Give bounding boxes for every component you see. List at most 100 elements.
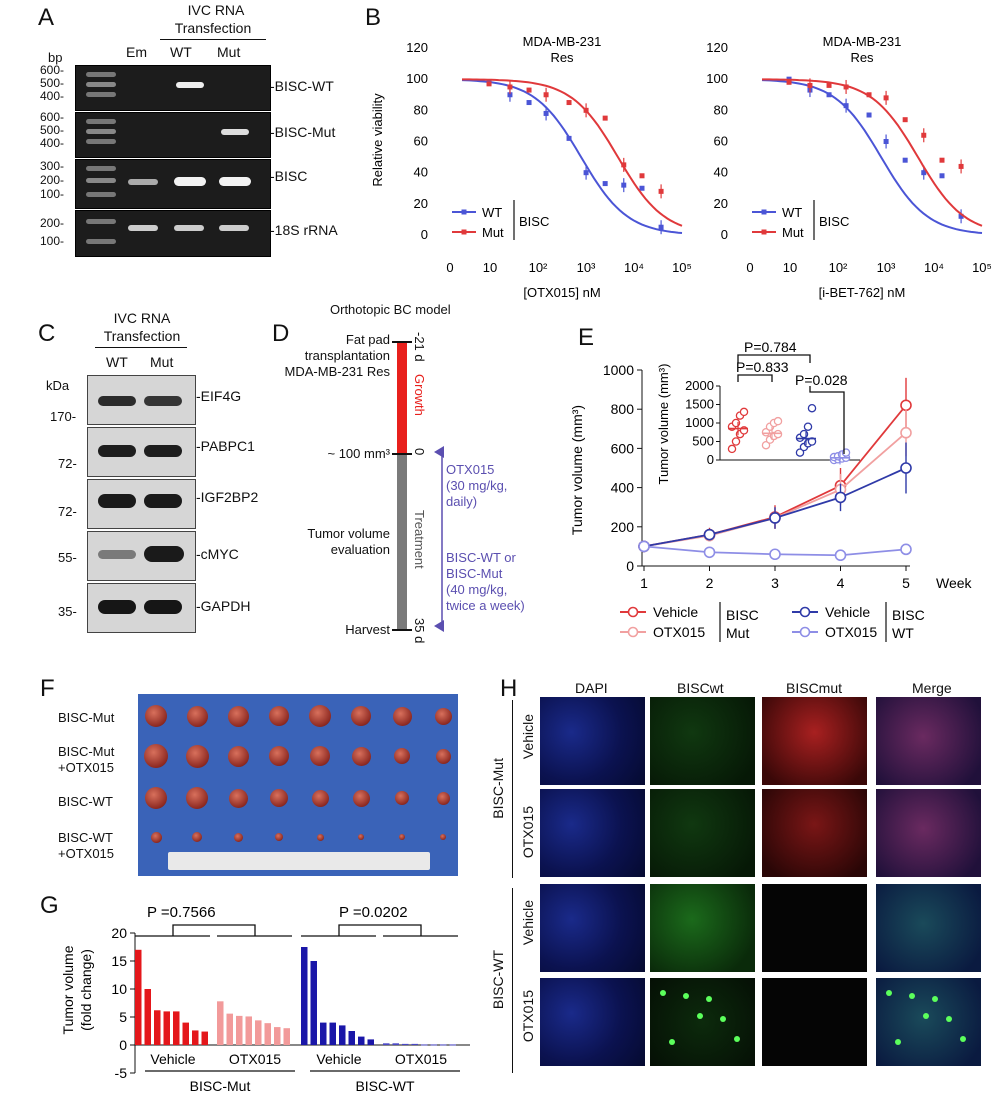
g-y-label-l2: (fold change) [78, 949, 94, 1031]
b-legend-mut-marker [761, 229, 767, 235]
e-x-tick-label: 4 [837, 575, 845, 591]
tumor-specimen [145, 787, 167, 809]
b-data-point-mut [486, 81, 492, 87]
b-data-point-mut [526, 87, 532, 93]
b-x-tick-label: 10³ [877, 260, 896, 275]
e-y-tick-label: 1000 [603, 362, 634, 378]
h-green-signal [923, 1013, 929, 1019]
e-y-label: Tumor volume (mm³) [569, 405, 585, 535]
tumor-specimen [270, 789, 288, 807]
g-bar [201, 1031, 208, 1045]
e-p1: P=0.784 [744, 339, 797, 355]
gel2-label: -BISC-Mut [270, 124, 336, 140]
tumor-specimen [358, 834, 364, 840]
e-data-point [703, 528, 716, 541]
blot-gapdh-tick: 35- [58, 604, 77, 619]
tumor-specimen [351, 746, 371, 766]
b-y-tick-label: 80 [414, 102, 428, 117]
g-bar [310, 961, 317, 1045]
e-y-tick-label: 400 [611, 480, 635, 496]
c-header-rule [95, 347, 187, 348]
b-y-tick-label: 120 [406, 40, 428, 55]
d-event1: Fat pad transplantation MDA-MB-231 Res [284, 332, 390, 379]
panel-e-chart: 0 200 400 600 800 1000 1 2 3 4 5 Week Tumor volume (… [569, 339, 973, 642]
h-micrograph-dapi [540, 884, 645, 972]
e-legend-marker [627, 626, 639, 638]
h-green-signal [669, 1039, 675, 1045]
b-x-tick-label: 10 [783, 260, 797, 275]
e-legend-label: Vehicle [825, 604, 870, 620]
h-green-signal [734, 1036, 740, 1042]
b-y-tick-label: 60 [714, 134, 728, 149]
h-green-signal [895, 1039, 901, 1045]
blot-pabpc1-label: -PABPC1 [196, 438, 255, 454]
f-row-3: BISC-WT [58, 794, 113, 809]
tumor-specimen [227, 745, 249, 767]
e-bracket-p2 [737, 374, 773, 382]
c-header-line1: IVC RNA [113, 310, 171, 326]
h-col-dapi: DAPI [575, 680, 608, 696]
panel-letter-g: G [40, 892, 59, 919]
b-x-tick-label: 10 [483, 260, 497, 275]
e-legend-label: OTX015 [653, 624, 705, 640]
h-micrograph-dapi [540, 697, 645, 785]
e-inset-y-tick-label: 500 [692, 434, 714, 449]
g-y-tick-label: 10 [111, 981, 127, 997]
d-treatment-bar [397, 454, 407, 630]
tumor-specimen [399, 834, 405, 840]
h-micrograph-merge [876, 789, 981, 877]
e-legend-group: Mut [726, 625, 749, 641]
tumor-specimen [192, 832, 202, 842]
b-x-tick-label: 10⁴ [624, 260, 644, 275]
g-bar [173, 1011, 180, 1045]
e-legend-label: OTX015 [825, 624, 877, 640]
g-bar [245, 1016, 252, 1045]
h-micrograph-biscmut [762, 978, 867, 1066]
gel-18s [75, 210, 271, 257]
e-data-point [900, 462, 912, 474]
g-bar [255, 1020, 262, 1045]
tumor-specimen [436, 791, 450, 805]
blot-igf2bp2-label: -IGF2BP2 [196, 489, 259, 505]
b-y-tick-label: 100 [706, 71, 728, 86]
h-micrograph-biscwt [650, 884, 755, 972]
h-row-4: OTX015 [520, 990, 536, 1043]
e-legend-group: BISC [892, 607, 925, 623]
tumor-specimen [392, 706, 412, 726]
d-tick-end [392, 629, 412, 631]
g-bar [301, 947, 308, 1045]
e-data-point [703, 546, 716, 559]
e-legend-marker [799, 606, 811, 618]
g-bar [329, 1022, 336, 1045]
e-legend-group: WT [892, 625, 914, 641]
d-tick-end-label: 35 d [412, 618, 427, 644]
blot-cmyc-tick: 55- [58, 550, 77, 565]
b-y-tick-label: 120 [706, 40, 728, 55]
a-header-rule [160, 39, 266, 40]
g-y-tick-label: 5 [119, 1009, 127, 1025]
tumor-specimen [394, 748, 410, 764]
b-fit-curve-mut [762, 78, 983, 227]
blot-eif4g-tick: 170- [50, 409, 77, 424]
e-inset-y-tick-label: 1000 [685, 415, 714, 430]
blot-eif4g [87, 375, 196, 425]
tumor-specimen [144, 744, 168, 768]
e-x-label: Week [936, 575, 973, 591]
d-event2: ~ 100 mm³ [327, 446, 391, 461]
g-y-tick-label: 20 [111, 925, 127, 941]
c-lane-wt: WT [106, 354, 128, 370]
h-group-mut-rule [512, 700, 513, 878]
d-drug-bracket [434, 446, 444, 632]
g-bar [274, 1027, 281, 1045]
h-row-1: Vehicle [520, 714, 536, 760]
b-fit-curve-wt [461, 79, 683, 234]
tumor-specimen [185, 744, 209, 768]
h-group-mut: BISC-Mut [490, 758, 506, 819]
a-lane-mut: Mut [217, 44, 241, 60]
b-y-label: Relative viability [370, 93, 385, 187]
d-drug1: OTX015 (30 mg/kg, daily) [446, 462, 508, 509]
b-x-tick-label: 10⁴ [924, 260, 944, 275]
blot-eif4g-label: -EIF4G [196, 388, 242, 404]
h-green-signal [720, 1016, 726, 1022]
